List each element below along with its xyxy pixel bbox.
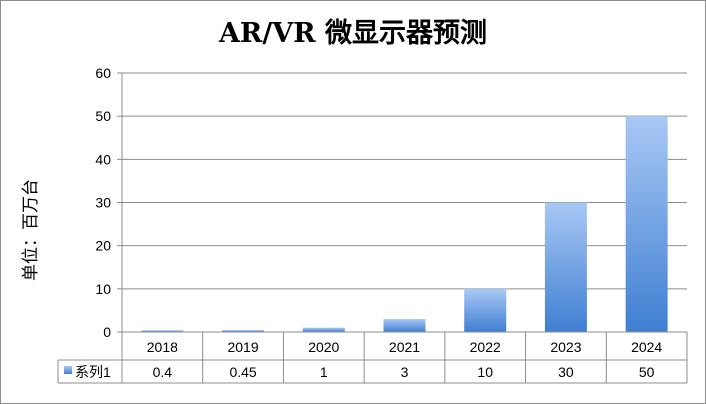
x-tick-label: 2019 — [227, 339, 258, 355]
table-value-cell: 0.4 — [153, 364, 173, 380]
table-value-cell: 30 — [558, 364, 574, 380]
legend-key-swatch — [64, 366, 72, 374]
table-value-cell: 10 — [477, 364, 493, 380]
y-tick-label: 60 — [95, 65, 111, 81]
y-axis-label: 单位：百万台 — [21, 179, 41, 281]
bars — [141, 116, 668, 333]
bar-2023 — [544, 202, 587, 332]
table-value-cell: 3 — [401, 364, 409, 380]
table-value-cell: 0.45 — [229, 364, 256, 380]
x-tick-label: 2018 — [147, 339, 178, 355]
y-tick-labels: 0 10 20 30 40 50 60 — [95, 65, 111, 340]
y-tick-label: 20 — [95, 238, 111, 254]
x-tick-label: 2020 — [308, 339, 339, 355]
y-tick-label: 40 — [95, 151, 111, 167]
x-tick-label: 2024 — [631, 339, 662, 355]
chart-title: AR/VR 微显示器预测 — [218, 18, 487, 49]
table-value-cell: 1 — [320, 364, 328, 380]
bar-2024 — [625, 116, 668, 333]
table-value-cell: 50 — [639, 364, 655, 380]
legend-series-name: 系列1 — [75, 364, 111, 380]
x-tick-label: 2022 — [470, 339, 501, 355]
bar-2018 — [141, 330, 184, 332]
bar-2022 — [464, 288, 507, 332]
bar-2021 — [383, 319, 426, 332]
x-tick-label: 2023 — [550, 339, 581, 355]
x-tick-label: 2021 — [389, 339, 420, 355]
y-tick-label: 50 — [95, 108, 111, 124]
bar-2019 — [222, 330, 265, 332]
y-tick-label: 0 — [103, 324, 111, 340]
y-tick-label: 30 — [95, 195, 111, 211]
gridlines — [117, 72, 687, 333]
data-table: 2018 0.4 2019 0.45 2020 1 2021 3 2022 10 2023 30 202… — [57, 331, 688, 384]
bar-2020 — [302, 327, 345, 332]
y-tick-label: 10 — [95, 281, 111, 297]
